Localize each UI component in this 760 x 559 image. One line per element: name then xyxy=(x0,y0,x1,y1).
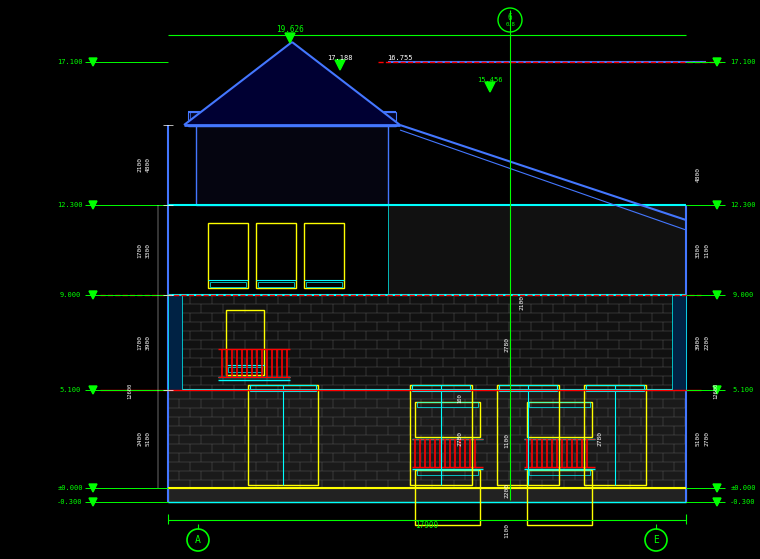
Polygon shape xyxy=(285,33,295,43)
Text: 12.300: 12.300 xyxy=(57,202,83,208)
Text: 2780: 2780 xyxy=(505,338,509,353)
Bar xyxy=(256,223,296,288)
Text: 12600: 12600 xyxy=(714,383,718,399)
Text: 0.8: 0.8 xyxy=(505,21,515,26)
Text: ±0.000: ±0.000 xyxy=(730,485,755,491)
Bar xyxy=(529,470,590,475)
Text: 1700: 1700 xyxy=(138,243,143,258)
Text: 100: 100 xyxy=(458,393,463,403)
Polygon shape xyxy=(713,498,721,506)
Bar xyxy=(415,402,480,437)
Bar xyxy=(417,402,478,407)
Text: 4800: 4800 xyxy=(145,158,150,173)
Text: 16.755: 16.755 xyxy=(388,55,413,61)
Bar xyxy=(208,223,248,288)
Bar xyxy=(188,112,396,126)
Bar xyxy=(417,470,478,475)
Polygon shape xyxy=(89,484,97,492)
Bar xyxy=(410,385,472,485)
Polygon shape xyxy=(89,291,97,299)
Text: 9.000: 9.000 xyxy=(59,292,81,298)
Bar xyxy=(168,390,686,488)
Polygon shape xyxy=(485,82,495,92)
Bar xyxy=(412,385,470,391)
Text: 4800: 4800 xyxy=(695,168,701,182)
Text: 9.000: 9.000 xyxy=(733,292,754,298)
Text: -0.300: -0.300 xyxy=(730,499,755,505)
Polygon shape xyxy=(713,201,721,209)
Text: 2200: 2200 xyxy=(705,334,710,349)
Polygon shape xyxy=(713,291,721,299)
Polygon shape xyxy=(89,201,97,209)
Bar xyxy=(196,125,388,205)
Bar xyxy=(529,402,590,407)
Polygon shape xyxy=(713,386,721,394)
Bar xyxy=(304,223,344,288)
Text: E: E xyxy=(653,535,659,545)
Bar xyxy=(527,402,592,437)
Text: -0.300: -0.300 xyxy=(57,499,83,505)
Text: 5100: 5100 xyxy=(145,432,150,447)
Text: 1100: 1100 xyxy=(505,433,509,448)
Text: 1100: 1100 xyxy=(705,243,710,258)
Text: 3300: 3300 xyxy=(695,243,701,258)
Polygon shape xyxy=(184,42,400,125)
Text: 3900: 3900 xyxy=(145,334,150,349)
Bar xyxy=(228,367,262,372)
Bar xyxy=(497,385,559,485)
Text: 5.100: 5.100 xyxy=(733,387,754,393)
Text: 2200: 2200 xyxy=(505,482,509,498)
Text: 1700: 1700 xyxy=(138,334,143,349)
Text: 17.188: 17.188 xyxy=(328,55,353,61)
Bar xyxy=(168,295,686,390)
Text: 3300: 3300 xyxy=(145,243,150,258)
Polygon shape xyxy=(713,58,721,66)
Text: 3900: 3900 xyxy=(695,334,701,349)
Text: 19.626: 19.626 xyxy=(276,26,304,35)
Text: ±0.000: ±0.000 xyxy=(57,485,83,491)
Text: 2400: 2400 xyxy=(138,432,143,447)
Bar xyxy=(248,385,318,485)
Bar xyxy=(210,282,246,287)
Text: 2700: 2700 xyxy=(705,432,710,447)
Bar xyxy=(306,282,342,287)
Bar xyxy=(168,488,686,502)
Polygon shape xyxy=(713,484,721,492)
Text: 15.456: 15.456 xyxy=(477,77,503,83)
Bar xyxy=(226,310,264,375)
Text: 6: 6 xyxy=(508,12,512,21)
Polygon shape xyxy=(89,58,97,66)
Polygon shape xyxy=(335,60,345,70)
Bar xyxy=(586,385,644,391)
Bar xyxy=(415,470,480,525)
Bar xyxy=(584,385,646,485)
Text: 2780: 2780 xyxy=(597,430,603,446)
Bar xyxy=(499,385,557,391)
Text: 12.300: 12.300 xyxy=(730,202,755,208)
Text: 5100: 5100 xyxy=(695,432,701,447)
Bar xyxy=(258,282,294,287)
Bar xyxy=(388,205,686,295)
Text: 2100: 2100 xyxy=(520,296,524,310)
Text: 17900: 17900 xyxy=(416,522,439,530)
Text: 2100: 2100 xyxy=(138,158,143,173)
Polygon shape xyxy=(89,386,97,394)
Text: 17.100: 17.100 xyxy=(730,59,755,65)
Text: 12600: 12600 xyxy=(128,383,132,399)
Bar xyxy=(168,295,182,390)
Polygon shape xyxy=(89,498,97,506)
Bar xyxy=(527,470,592,525)
Text: 1100: 1100 xyxy=(505,523,509,538)
Text: 2780: 2780 xyxy=(458,430,463,446)
Bar xyxy=(250,385,316,391)
Text: A: A xyxy=(195,535,201,545)
Text: 17.100: 17.100 xyxy=(57,59,83,65)
Text: 5.100: 5.100 xyxy=(59,387,81,393)
Bar xyxy=(672,295,686,390)
